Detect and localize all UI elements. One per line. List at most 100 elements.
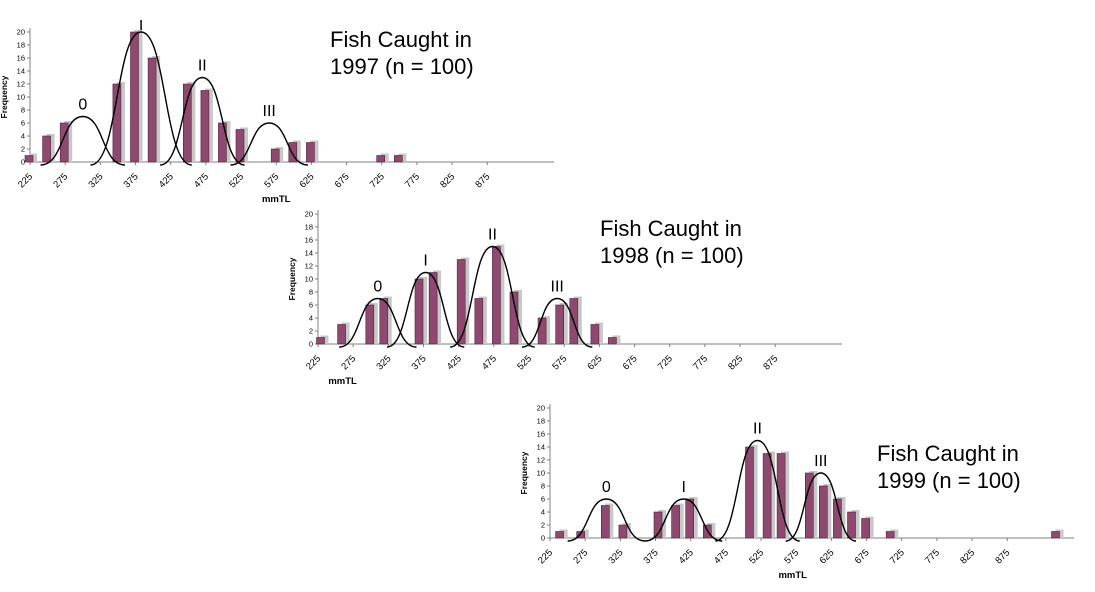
chart-1999: 0 2 4 6 8 10 12 14 16 18 20 Frequency 225 275 325 375 42… bbox=[519, 396, 1076, 592]
bar bbox=[183, 83, 192, 163]
cohort-label: III bbox=[263, 103, 276, 120]
chart-title-line: Fish Caught in bbox=[877, 441, 1019, 466]
svg-text:675: 675 bbox=[853, 547, 872, 566]
svg-text:4: 4 bbox=[21, 132, 25, 141]
svg-text:875: 875 bbox=[473, 171, 492, 190]
bar bbox=[456, 259, 466, 345]
bar bbox=[847, 511, 856, 539]
bar bbox=[590, 324, 600, 345]
svg-text:10: 10 bbox=[305, 275, 313, 284]
svg-text:725: 725 bbox=[888, 547, 907, 566]
svg-text:425: 425 bbox=[677, 547, 696, 566]
cohort-label: I bbox=[139, 20, 143, 34]
cohort-label: 0 bbox=[602, 479, 611, 496]
svg-text:2: 2 bbox=[309, 327, 313, 336]
svg-text:20: 20 bbox=[537, 404, 545, 413]
bar bbox=[618, 524, 628, 539]
bar bbox=[218, 122, 227, 163]
cohort-label: 0 bbox=[78, 97, 87, 114]
cohort-label: II bbox=[198, 58, 207, 75]
cohort-curve bbox=[785, 472, 857, 542]
bar bbox=[147, 57, 157, 163]
svg-text:4: 4 bbox=[309, 314, 313, 323]
chart-1997-title: Fish Caught in 1997 (n = 100) bbox=[330, 26, 474, 80]
bar bbox=[200, 90, 210, 163]
bar bbox=[555, 531, 564, 539]
cohort-label: III bbox=[551, 279, 564, 296]
svg-text:20: 20 bbox=[305, 210, 313, 219]
svg-text:475: 475 bbox=[712, 547, 731, 566]
cohort-curves bbox=[339, 245, 593, 348]
svg-text:375: 375 bbox=[410, 353, 429, 372]
bar bbox=[235, 129, 245, 163]
chart-1998-title: Fish Caught in 1998 (n = 100) bbox=[600, 215, 744, 269]
bar bbox=[492, 246, 501, 345]
bar bbox=[130, 31, 139, 163]
svg-text:325: 325 bbox=[374, 353, 393, 372]
svg-text:275: 275 bbox=[571, 547, 590, 566]
bar bbox=[762, 453, 772, 539]
svg-text:14: 14 bbox=[17, 67, 25, 76]
chart-1998-plot: 0 2 4 6 8 10 12 14 16 18 20 Frequency 225 275 325 375 42… bbox=[287, 202, 844, 411]
bar bbox=[414, 278, 424, 345]
svg-text:16: 16 bbox=[305, 236, 313, 245]
x-axis-ticks: 225 275 325 375 425 475 525 575 625 675 725 775 825 8… bbox=[304, 344, 780, 372]
svg-text:0: 0 bbox=[309, 340, 313, 349]
x-axis-title: mmTL bbox=[262, 194, 291, 205]
cohort-label: I bbox=[423, 253, 427, 270]
svg-text:575: 575 bbox=[262, 171, 281, 190]
svg-text:825: 825 bbox=[726, 353, 745, 372]
chart-title-line: 1999 (n = 100) bbox=[877, 468, 1021, 493]
svg-text:375: 375 bbox=[642, 547, 661, 566]
bar bbox=[288, 142, 298, 163]
frequency-bars bbox=[24, 30, 407, 163]
svg-text:725: 725 bbox=[368, 171, 387, 190]
svg-text:12: 12 bbox=[537, 456, 545, 465]
bar bbox=[337, 324, 346, 345]
cohort-label: III bbox=[814, 453, 827, 470]
cohort-curve bbox=[339, 297, 417, 348]
cohort-label: I bbox=[681, 479, 685, 496]
histogram-svg: 0 2 4 6 8 10 12 14 16 18 20 Frequency 225 275 325 375 42… bbox=[519, 404, 1074, 581]
bar bbox=[379, 298, 389, 345]
cohort-label: II bbox=[488, 227, 497, 244]
cohort-curve bbox=[230, 122, 308, 166]
svg-text:325: 325 bbox=[606, 547, 625, 566]
svg-text:225: 225 bbox=[16, 171, 35, 190]
bar bbox=[685, 498, 694, 539]
bar bbox=[537, 317, 547, 345]
bar bbox=[861, 518, 870, 539]
chart-title-line: Fish Caught in bbox=[600, 216, 742, 241]
svg-text:425: 425 bbox=[157, 171, 176, 190]
cohort-curves bbox=[40, 31, 308, 166]
bar bbox=[316, 337, 325, 345]
svg-text:8: 8 bbox=[21, 106, 25, 115]
svg-text:18: 18 bbox=[537, 417, 545, 426]
svg-text:6: 6 bbox=[309, 301, 313, 310]
svg-text:8: 8 bbox=[541, 482, 545, 491]
svg-text:875: 875 bbox=[993, 547, 1012, 566]
cohort-curve bbox=[521, 297, 593, 348]
chart-title-line: Fish Caught in bbox=[330, 27, 472, 52]
cohort-label: II bbox=[753, 421, 762, 438]
y-axis-title: Frequency bbox=[288, 257, 297, 300]
svg-text:0: 0 bbox=[21, 158, 25, 167]
bar bbox=[608, 337, 617, 345]
svg-text:6: 6 bbox=[21, 119, 25, 128]
bar bbox=[776, 453, 786, 539]
svg-text:6: 6 bbox=[541, 495, 545, 504]
svg-text:275: 275 bbox=[51, 171, 70, 190]
frequency-bars bbox=[555, 445, 1064, 539]
x-axis-ticks: 225 275 325 375 425 475 525 575 625 675 725 775 825 8… bbox=[16, 162, 492, 190]
svg-text:425: 425 bbox=[445, 353, 464, 372]
svg-text:725: 725 bbox=[656, 353, 675, 372]
svg-text:10: 10 bbox=[17, 93, 25, 102]
chart-1997-plot: 0 2 4 6 8 10 12 14 16 18 20 Frequency 225 275 325 375 42… bbox=[0, 17, 556, 229]
svg-text:10: 10 bbox=[537, 469, 545, 478]
svg-text:225: 225 bbox=[304, 353, 323, 372]
svg-text:675: 675 bbox=[333, 171, 352, 190]
svg-text:16: 16 bbox=[17, 54, 25, 63]
